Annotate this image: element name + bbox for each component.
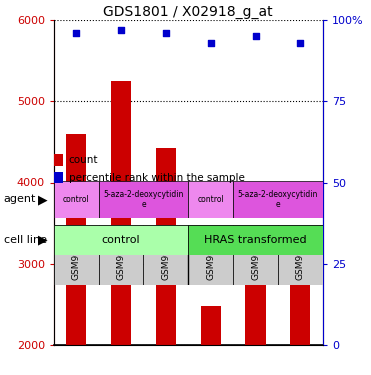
Title: GDS1801 / X02918_g_at: GDS1801 / X02918_g_at — [104, 5, 273, 19]
Bar — [99, 225, 144, 285]
Text: GSM99621: GSM99621 — [72, 230, 81, 280]
Text: 5-aza-2-deoxycytidin
e: 5-aza-2-deoxycytidin e — [103, 190, 184, 209]
Point — [208, 40, 214, 46]
Bar — [188, 181, 233, 218]
Bar — [99, 181, 188, 218]
Point — [298, 40, 303, 46]
Bar — [66, 134, 86, 345]
Bar — [54, 172, 63, 183]
Bar — [201, 306, 221, 345]
Bar — [278, 225, 323, 285]
Text: ▶: ▶ — [38, 234, 47, 246]
Text: GSM99624: GSM99624 — [206, 231, 215, 279]
Text: percentile rank within the sample: percentile rank within the sample — [69, 173, 244, 183]
Bar — [54, 154, 63, 166]
Text: GSM99626: GSM99626 — [296, 230, 305, 280]
Bar — [246, 257, 266, 345]
Point — [118, 27, 124, 33]
Text: GSM99622: GSM99622 — [116, 231, 125, 279]
Bar — [54, 225, 188, 255]
Text: 5-aza-2-deoxycytidin
e: 5-aza-2-deoxycytidin e — [238, 190, 318, 209]
Bar — [54, 225, 99, 285]
Bar — [233, 181, 323, 218]
Point — [163, 30, 169, 36]
Point — [73, 30, 79, 36]
Text: control: control — [63, 195, 89, 204]
Bar — [156, 148, 176, 345]
Bar — [188, 225, 323, 255]
Bar — [54, 181, 99, 218]
Text: control: control — [197, 195, 224, 204]
Bar — [144, 225, 188, 285]
Bar — [233, 225, 278, 285]
Text: count: count — [69, 155, 98, 165]
Text: GSM99623: GSM99623 — [161, 230, 170, 280]
Bar — [111, 81, 131, 345]
Bar — [290, 276, 311, 345]
Text: HRAS transformed: HRAS transformed — [204, 235, 307, 245]
Text: GSM99625: GSM99625 — [251, 230, 260, 280]
Text: control: control — [102, 235, 140, 245]
Text: cell line: cell line — [4, 235, 47, 245]
Text: agent: agent — [4, 195, 36, 204]
Bar — [188, 225, 233, 285]
Point — [253, 33, 259, 39]
Text: ▶: ▶ — [38, 193, 47, 206]
